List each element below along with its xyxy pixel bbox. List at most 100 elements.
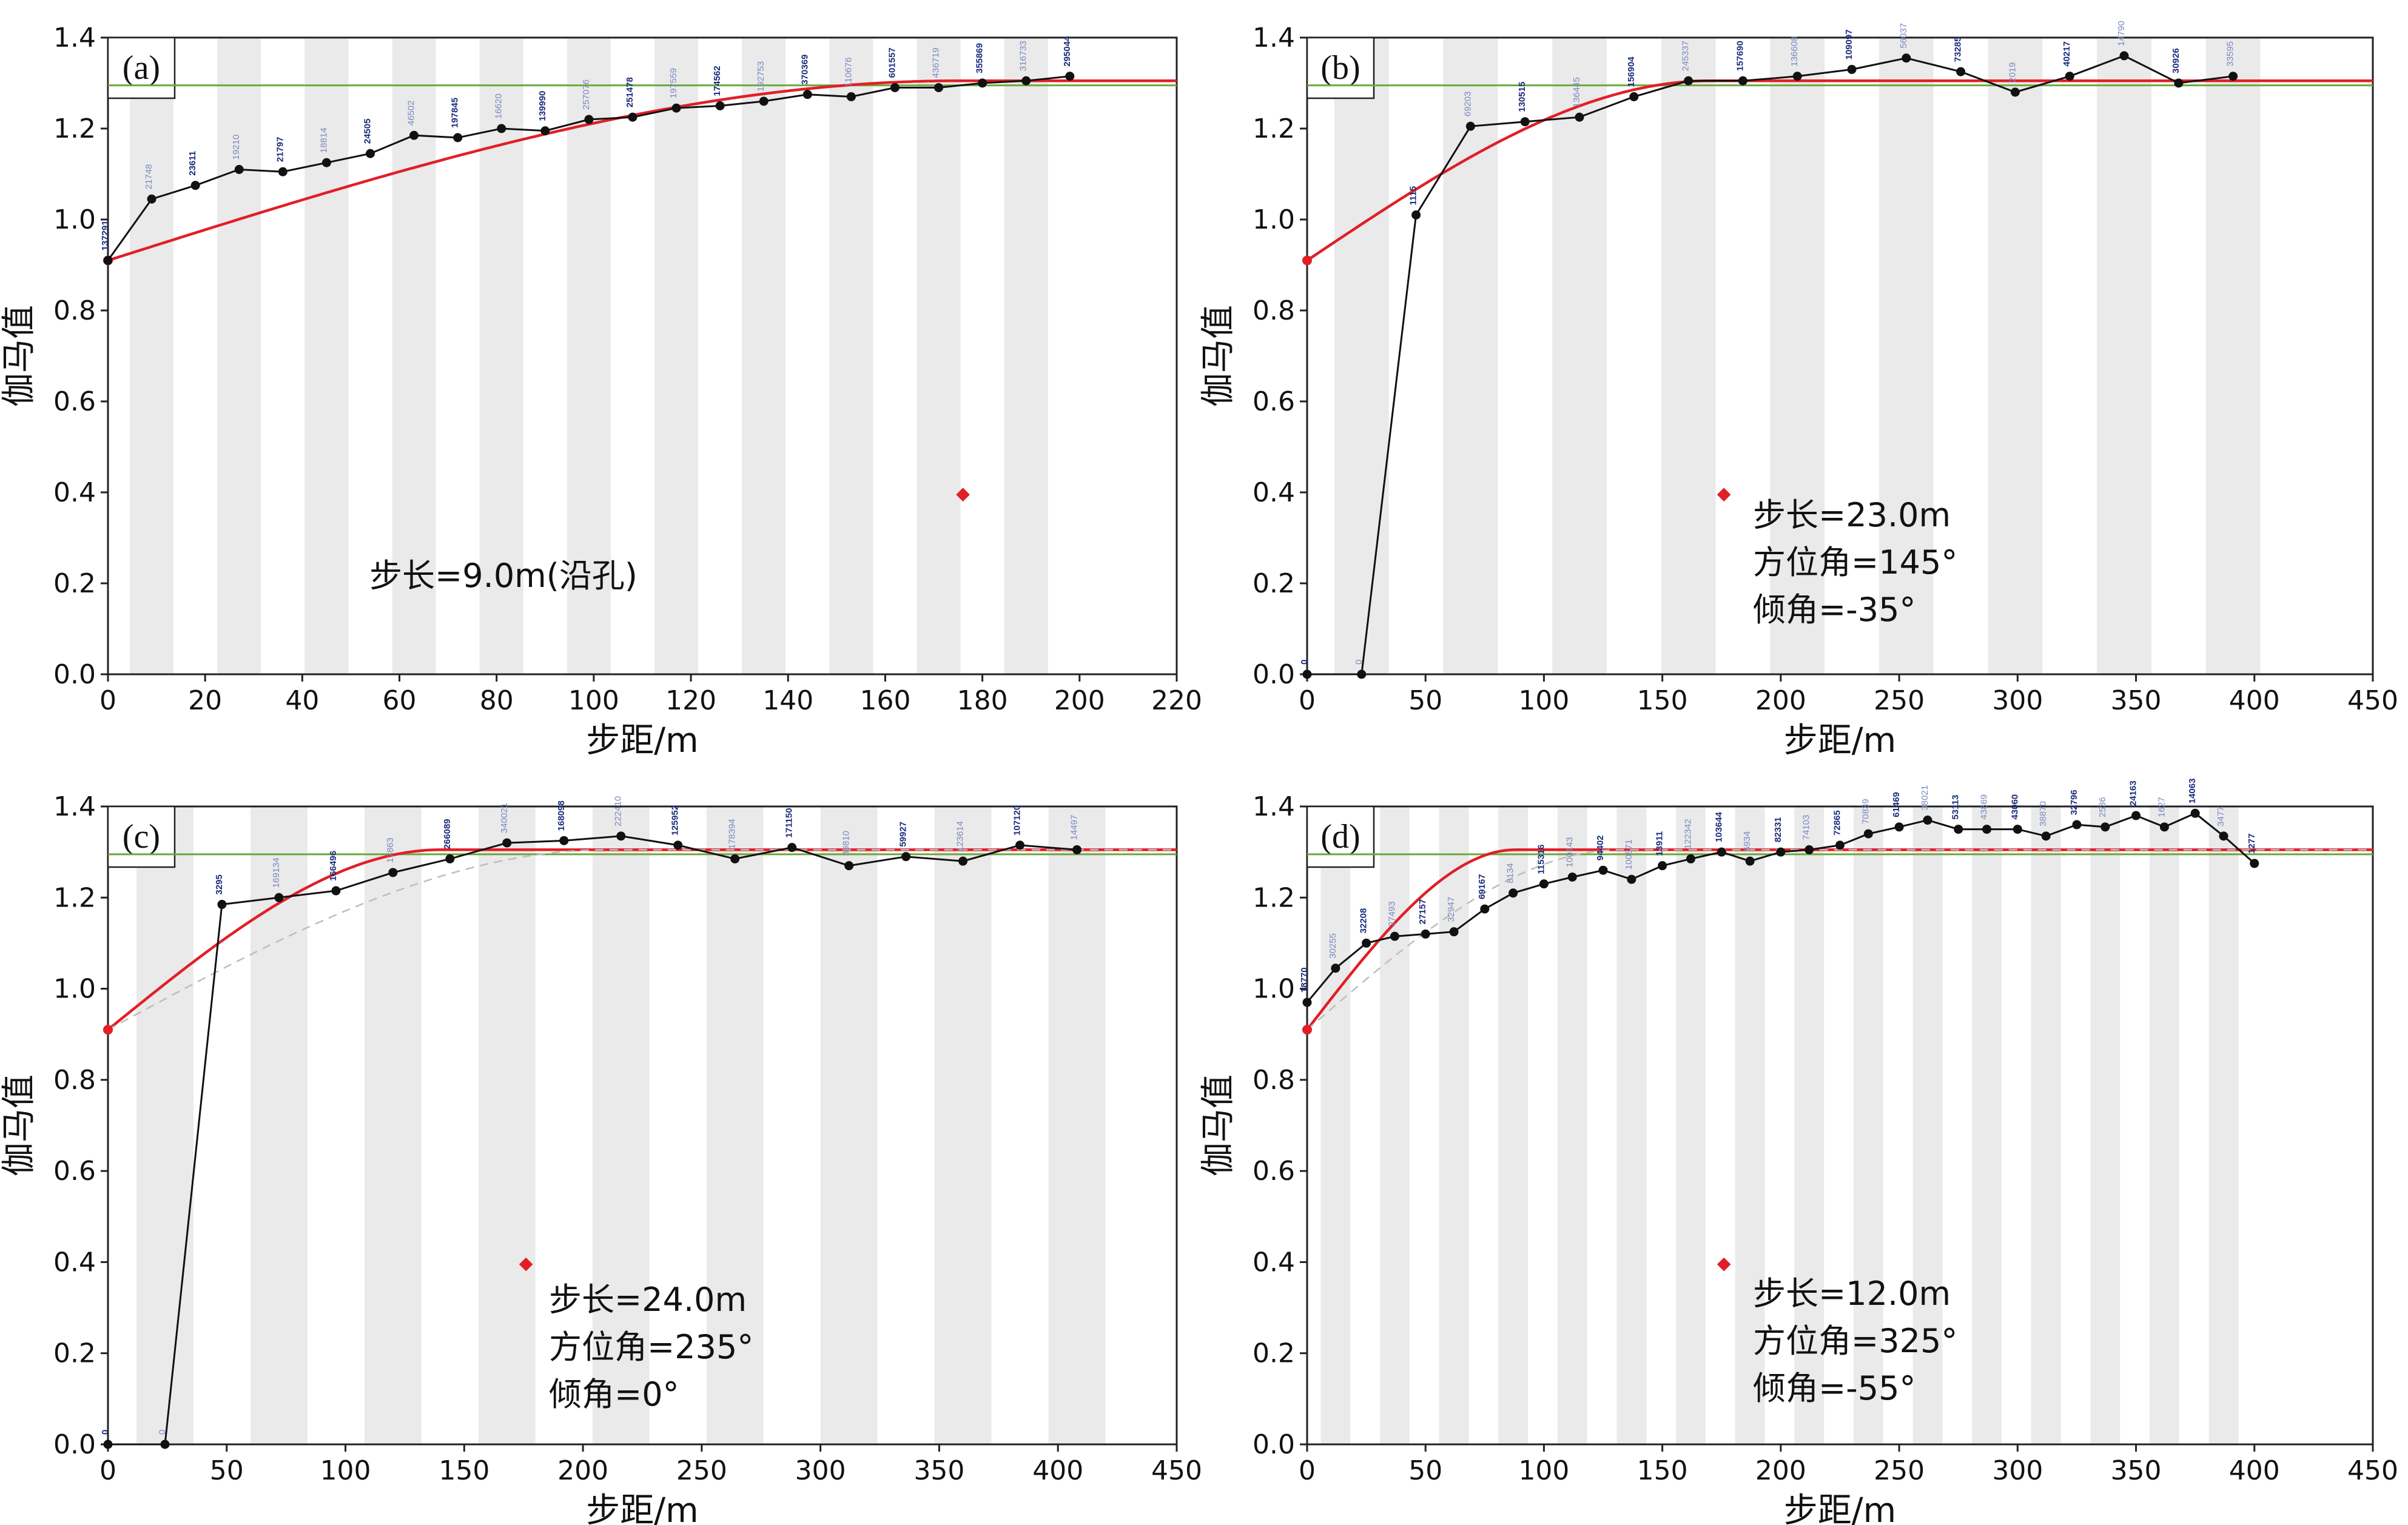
- pair-count-label: 130515: [1517, 82, 1527, 112]
- pair-count-label: 32947: [1446, 897, 1456, 922]
- annotation-line: 倾角=-55°: [1753, 1369, 1915, 1407]
- experimental-point: [1835, 840, 1845, 850]
- experimental-line: [108, 835, 1077, 1446]
- x-tick-label: 400: [1032, 1455, 1083, 1486]
- pair-count-label: 74103: [1801, 815, 1812, 840]
- annotation-line: 方位角=145°: [1753, 543, 1957, 582]
- pair-count-label: 136445: [1572, 77, 1582, 107]
- experimental-point: [2119, 51, 2129, 61]
- experimental-point: [846, 92, 856, 101]
- lag-band: [1794, 806, 1824, 1444]
- lag-band: [1853, 806, 1883, 1444]
- y-tick-label: 0.8: [53, 295, 96, 326]
- x-tick-label: 400: [2229, 685, 2280, 716]
- experimental-line: [1307, 55, 2233, 675]
- experimental-point: [2131, 811, 2141, 820]
- experimental-point: [1302, 997, 1312, 1007]
- x-tick-label: 50: [1408, 685, 1442, 716]
- lag-band: [1552, 38, 1607, 674]
- experimental-point: [1357, 669, 1367, 679]
- pair-count-label: 257076: [581, 79, 591, 110]
- experimental-point: [1629, 92, 1639, 101]
- plot-frame: [1306, 36, 2374, 675]
- pair-count-label: 100143: [1564, 837, 1575, 867]
- pair-count-label: 30926: [2171, 48, 2181, 73]
- experimental-point: [730, 854, 740, 863]
- lag-band: [2031, 806, 2061, 1444]
- experimental-point: [1480, 904, 1490, 914]
- pair-count-label: 109097: [1844, 29, 1854, 59]
- x-tick-label: 250: [1874, 1455, 1925, 1486]
- pair-count-label: 2019: [2007, 62, 2017, 82]
- pair-count-label: 601557: [887, 47, 897, 78]
- pair-count-label: 38870: [2038, 801, 2048, 826]
- experimental-point: [715, 101, 725, 110]
- pair-count-label: 56037: [1898, 23, 1909, 49]
- x-tick-label: 300: [1992, 685, 2043, 716]
- pair-count-label: 40217: [2062, 41, 2072, 67]
- pair-count-label: 0: [1354, 660, 1364, 665]
- pair-count-label: 69203: [1462, 92, 1473, 117]
- lag-band: [592, 806, 650, 1444]
- experimental-point: [1015, 840, 1025, 850]
- experimental-point: [844, 861, 854, 871]
- pair-count-label: 139990: [537, 91, 548, 121]
- pair-count-label: 72865: [1832, 810, 1843, 836]
- pair-count-label: 0: [100, 1430, 110, 1435]
- x-tick-label: 200: [1755, 685, 1806, 716]
- pair-count-label: 14497: [1069, 815, 1080, 840]
- x-tick-label: 0: [1299, 1455, 1316, 1486]
- experimental-point: [584, 115, 594, 124]
- lag-band: [1616, 806, 1647, 1444]
- model-curve: [107, 79, 1177, 262]
- pair-count-label: 16620: [494, 93, 504, 119]
- experimental-point: [1575, 112, 1584, 122]
- x-tick-label: 0: [1299, 685, 1316, 716]
- lag-band: [304, 38, 349, 674]
- experimental-point: [409, 130, 419, 140]
- experimental-point: [331, 886, 341, 896]
- pair-count-label: 355869: [975, 43, 985, 73]
- lag-band: [1048, 806, 1106, 1444]
- y-tick-label: 0.4: [53, 477, 96, 508]
- y-tick-label: 1.0: [1253, 974, 1295, 1005]
- pair-count-label: 100871: [1624, 839, 1634, 870]
- x-tick-label: 220: [1151, 685, 1202, 716]
- x-tick-label: 200: [557, 1455, 608, 1486]
- pair-count-label: 21797: [275, 137, 285, 163]
- x-tick-label: 60: [383, 685, 417, 716]
- lag-band: [706, 806, 764, 1444]
- lag-band: [1320, 806, 1351, 1444]
- experimental-point: [901, 852, 911, 862]
- x-tick-label: 100: [568, 685, 619, 716]
- experimental-point: [453, 133, 463, 142]
- x-tick-label: 100: [1518, 685, 1569, 716]
- pair-count-label: 122342: [1683, 819, 1693, 849]
- pair-count-label: 245337: [1681, 41, 1691, 71]
- experimental-point: [2174, 78, 2184, 88]
- lag-band: [829, 38, 873, 674]
- range-marker: [1717, 488, 1731, 502]
- x-axis-title: 步距/m: [586, 721, 698, 760]
- pair-count-label: 46502: [406, 101, 417, 126]
- x-tick-label: 150: [1637, 685, 1688, 716]
- experimental-point: [2250, 859, 2259, 868]
- trend-dashed: [107, 849, 1177, 1031]
- pair-count-label: 1627: [2156, 797, 2167, 817]
- experimental-point: [1956, 67, 1966, 76]
- pair-count-label: 1277: [2247, 834, 2257, 854]
- experimental-point: [321, 158, 331, 167]
- y-tick-label: 1.0: [53, 974, 96, 1005]
- experimental-point: [1331, 964, 1340, 973]
- plot-frame: [107, 36, 1178, 675]
- panel-tag: (b): [1320, 49, 1360, 87]
- pair-count-label: 3477: [2216, 806, 2226, 826]
- y-tick-label: 1.4: [1253, 22, 1295, 53]
- y-tick-label: 1.2: [53, 882, 96, 913]
- experimental-point: [628, 112, 637, 122]
- x-tick-label: 150: [439, 1455, 489, 1486]
- experimental-point: [278, 167, 288, 176]
- pair-count-label: 340021: [499, 803, 510, 833]
- experimental-point: [1684, 76, 1693, 85]
- experimental-point: [1449, 927, 1459, 937]
